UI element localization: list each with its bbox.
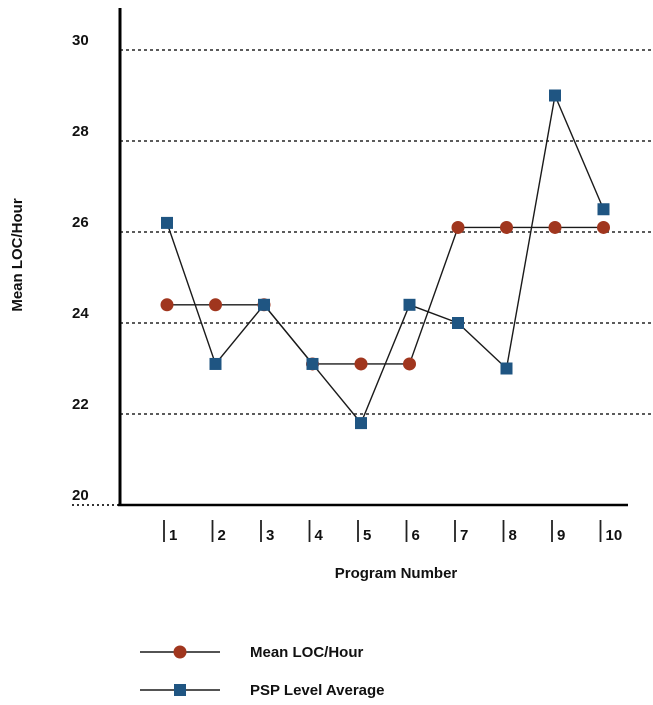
legend-label: PSP Level Average: [250, 682, 385, 699]
legend-item: Mean LOC/Hour: [140, 644, 363, 661]
legend: Mean LOC/Hour PSP Level Average: [140, 644, 385, 699]
y-tick-labels: 20 22 24 26 28 30: [72, 32, 89, 504]
data-point: [209, 357, 222, 370]
x-tick-labels: 1 2 3 4 5 6 7 8 9 10: [163, 520, 623, 544]
legend-item: PSP Level Average: [140, 682, 385, 699]
gridlines: [72, 49, 652, 506]
x-tick-label: 5: [363, 527, 371, 544]
x-tick-label: 9: [557, 527, 565, 544]
data-point: [354, 357, 368, 371]
legend-label: Mean LOC/Hour: [250, 644, 363, 661]
axes: [118, 8, 628, 507]
data-point: [500, 220, 513, 234]
x-axis-title: Program Number: [335, 565, 458, 582]
y-tick-label: 22: [72, 396, 89, 413]
x-tick-label: 7: [460, 527, 468, 544]
data-point: [161, 216, 173, 229]
data-point: [452, 317, 464, 329]
data-point: [355, 417, 367, 430]
y-tick-label: 24: [72, 305, 89, 322]
data-point: [160, 298, 174, 312]
data-point: [403, 298, 416, 311]
data-point: [597, 203, 610, 216]
data-point: [403, 357, 416, 371]
x-tick-label: 2: [218, 527, 226, 544]
data-point: [258, 298, 270, 311]
series-line: [166, 93, 605, 425]
data-point: [500, 362, 513, 375]
data-point: [451, 220, 465, 234]
data-point: [597, 220, 610, 234]
series-1: [160, 220, 610, 371]
y-tick-label: 20: [72, 487, 89, 504]
data-point: [549, 89, 561, 102]
x-tick-label: 10: [606, 527, 623, 544]
x-tick-label: 1: [169, 527, 177, 544]
x-tick-label: 6: [412, 527, 420, 544]
data-point: [548, 220, 562, 234]
legend-marker: [173, 645, 187, 659]
data-point: [209, 298, 222, 312]
y-tick-label: 28: [72, 123, 89, 140]
x-tick-label: 8: [509, 527, 517, 544]
legend-marker: [174, 684, 186, 696]
series-2: [161, 89, 610, 430]
y-axis-title: Mean LOC/Hour: [9, 198, 26, 311]
y-tick-label: 30: [72, 32, 89, 49]
series: [160, 89, 610, 430]
data-point: [306, 357, 319, 370]
x-tick-label: 4: [315, 527, 324, 544]
x-tick-label: 3: [266, 527, 274, 544]
y-tick-label: 26: [72, 214, 89, 231]
